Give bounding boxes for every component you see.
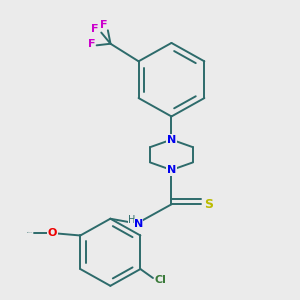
Text: Cl: Cl	[154, 274, 166, 285]
Text: S: S	[204, 198, 213, 211]
Text: H: H	[128, 215, 136, 225]
Text: F: F	[88, 39, 95, 49]
Text: N: N	[134, 219, 143, 229]
Text: methoxy: methoxy	[27, 232, 34, 233]
Text: N: N	[167, 135, 176, 145]
Text: N: N	[167, 165, 176, 175]
Text: F: F	[100, 20, 108, 30]
Text: O: O	[48, 228, 57, 238]
Text: F: F	[91, 24, 98, 34]
